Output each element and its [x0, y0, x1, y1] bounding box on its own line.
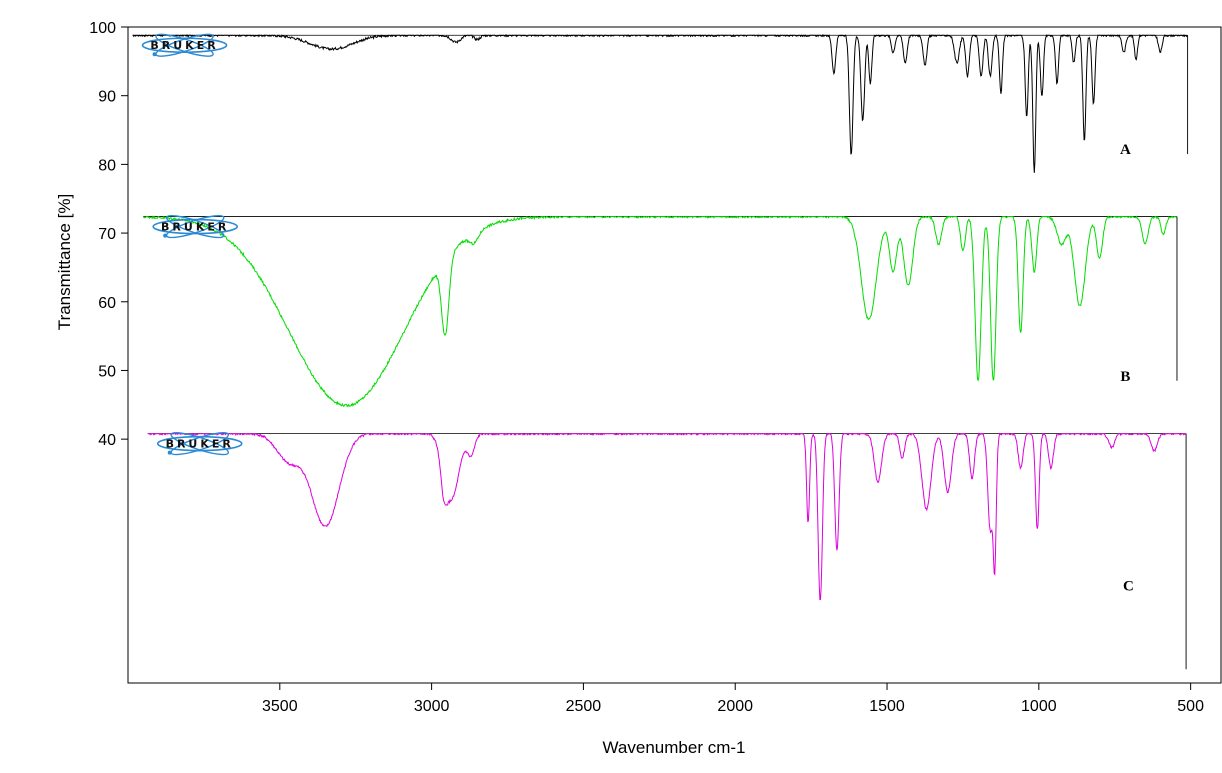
x-tick-label: 2000	[717, 698, 753, 715]
y-tick-label: 50	[98, 363, 116, 380]
y-axis-title: Transmittance [%]	[55, 194, 74, 330]
bruker-logo: BRUKER	[156, 432, 243, 456]
y-tick-label: 60	[98, 295, 116, 312]
x-tick-label: 3500	[262, 698, 298, 715]
y-tick-label: 90	[98, 89, 116, 106]
trace-label-c: C	[1123, 578, 1134, 594]
logo-text: BRUKER	[161, 221, 229, 234]
y-tick-label: 70	[98, 226, 116, 243]
logo-orbit-ellipse	[155, 33, 214, 57]
x-tick-label: 1000	[1021, 698, 1057, 715]
spectrum-a	[132, 33, 1188, 173]
bruker-logo: BRUKER	[152, 215, 238, 239]
logo-text: BRUKER	[166, 438, 234, 451]
logo-dot	[163, 233, 168, 238]
y-tick-label: 40	[98, 432, 116, 449]
spectrum-c	[147, 432, 1187, 601]
logo-text: BRUKER	[150, 39, 218, 52]
x-tick-label: 3000	[414, 698, 450, 715]
trace-labels: A B C	[1120, 142, 1134, 594]
bruker-logo: BRUKER	[141, 33, 228, 57]
trace-label-b: B	[1120, 369, 1130, 385]
logo-dot	[152, 52, 157, 57]
plot-frame	[127, 26, 1222, 684]
x-tick-label: 2500	[566, 698, 602, 715]
trace-label-a: A	[1120, 142, 1131, 158]
y-tick-label: 100	[89, 20, 116, 37]
x-axis-title: Wavenumber cm-1	[603, 738, 746, 757]
y-tick-label: 80	[98, 157, 116, 174]
logo-orbit-ellipse	[165, 215, 225, 239]
spectra-traces	[132, 33, 1189, 670]
x-tick-label: 1500	[869, 698, 905, 715]
x-tick-label: 500	[1177, 698, 1204, 715]
logo-orbit-ellipse	[170, 432, 230, 456]
logo-dot	[167, 450, 172, 455]
bruker-logos: BRUKER BRUKER BRUKER	[141, 33, 243, 456]
spectrum-b	[142, 215, 1178, 408]
axis-ticks: 3500 3000 2500 2000 1500 1000 500 100 90 80 70 60 50…	[89, 20, 1204, 715]
